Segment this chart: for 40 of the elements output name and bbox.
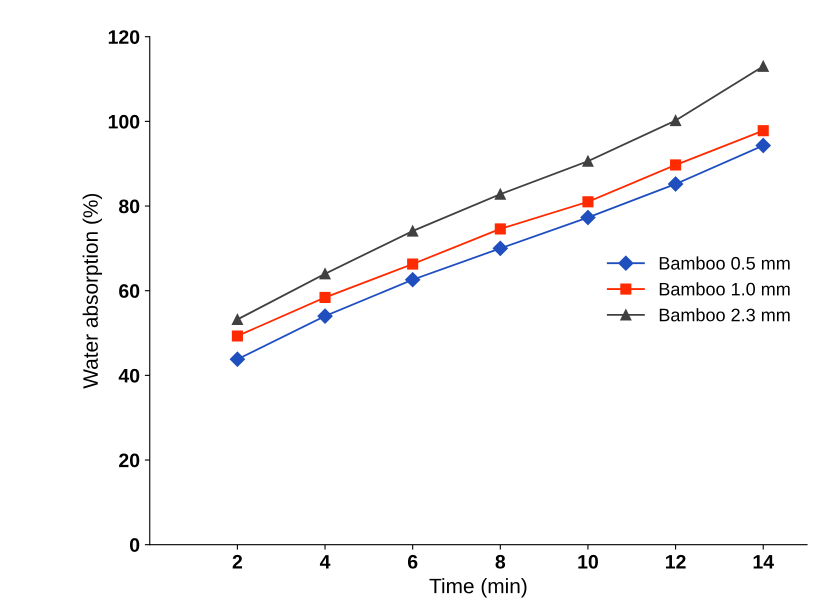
- x-tick-label: 4: [320, 555, 330, 568]
- point: [756, 138, 771, 154]
- y-tick-label: 0: [130, 538, 140, 552]
- point: [232, 330, 243, 342]
- point: [580, 210, 596, 226]
- point: [670, 114, 682, 126]
- point: [407, 225, 418, 237]
- point: [492, 240, 508, 256]
- x-tick-label: 8: [496, 554, 506, 569]
- point: [230, 352, 245, 367]
- point: [405, 272, 420, 288]
- point: [319, 268, 331, 280]
- point: [582, 156, 594, 167]
- x-tick-label: 2: [232, 554, 242, 568]
- y-tick-label: 60: [119, 284, 140, 298]
- y-tick-label: 80: [119, 200, 140, 214]
- legend-label: Bamboo 1.0 mm: [660, 282, 790, 296]
- legend-label: Bamboo 2.3 mm: [660, 308, 790, 322]
- x-tick-label: 12: [666, 554, 686, 568]
- point: [670, 159, 682, 171]
- y-tick-label: 20: [119, 453, 140, 468]
- point: [758, 125, 769, 136]
- x-axis-title: Time (min): [430, 578, 526, 598]
- y-tick-label: 100: [108, 114, 140, 129]
- y-tick-label: 40: [118, 368, 140, 383]
- point: [319, 292, 331, 304]
- point: [494, 223, 506, 234]
- point: [494, 188, 506, 200]
- x-tick-label: 6: [408, 554, 418, 569]
- point: [758, 60, 769, 72]
- point: [582, 196, 594, 208]
- legend-label: Bamboo 0.5 mm: [660, 256, 790, 270]
- x-tick-label: 10: [578, 554, 598, 569]
- point: [407, 258, 418, 270]
- point: [668, 176, 684, 192]
- point: [232, 314, 243, 326]
- y-tick-label: 120: [108, 30, 140, 44]
- x-tick-label: 14: [754, 555, 774, 568]
- y-axis-title: Water absorption (%): [82, 194, 102, 389]
- point: [317, 308, 333, 324]
